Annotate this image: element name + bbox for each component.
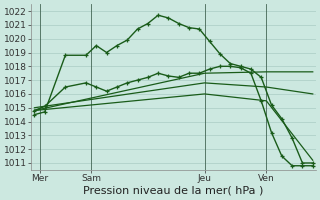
X-axis label: Pression niveau de la mer( hPa ): Pression niveau de la mer( hPa ) (84, 186, 264, 196)
